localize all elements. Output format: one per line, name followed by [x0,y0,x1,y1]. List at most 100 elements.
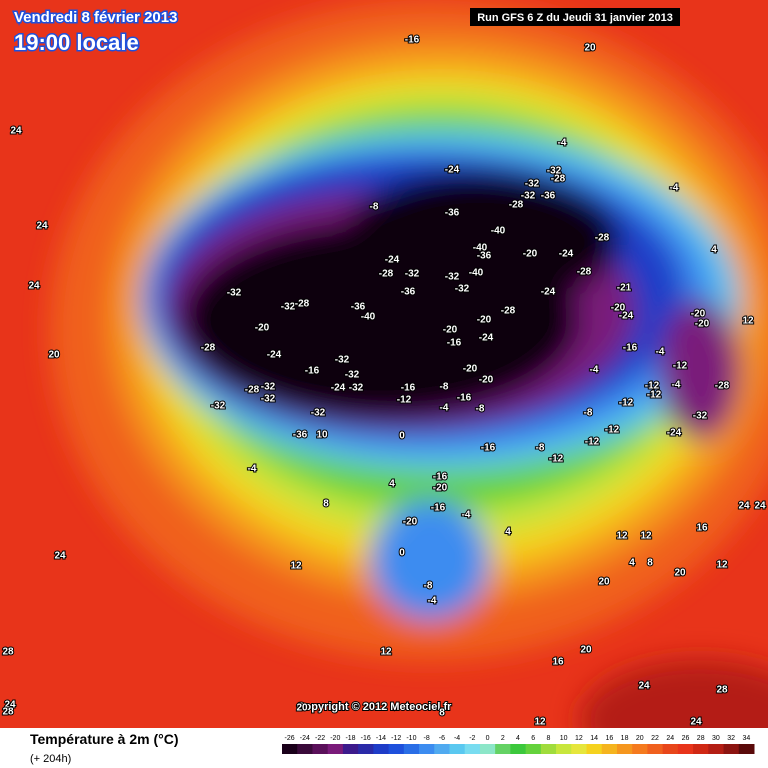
temperature-label: -24 [541,287,556,298]
colorbar-swatch [571,744,588,754]
temperature-label: -24 [267,350,282,361]
temperature-label: -28 [509,200,524,211]
colorbar-swatch [449,744,466,754]
colorbar-tick-label: 12 [575,735,583,742]
temperature-label: 20 [598,577,610,588]
zone [340,170,620,310]
temperature-label: -40 [361,312,376,323]
temperature-label: -28 [595,233,610,244]
temperature-label: -36 [541,191,556,202]
colorbar-tick-label: 2 [501,735,505,742]
temperature-label: -20 [477,315,492,326]
temperature-label: -32 [405,269,420,280]
temperature-label: 24 [690,717,702,728]
colorbar-swatch [723,744,740,754]
temperature-label: -32 [261,394,276,405]
colorbar-swatch [510,744,527,754]
colorbar-tick-label: -26 [285,735,295,742]
colorbar-swatch [312,744,329,754]
colorbar-tick-label: -20 [330,735,340,742]
temperature-label: -28 [551,174,566,185]
temperature-label: -16 [305,366,320,377]
temperature-label: 8 [323,499,329,510]
colorbar-tick-label: -16 [361,735,371,742]
temperature-label: -20 [463,364,478,375]
colorbar-tick-label: -18 [345,735,355,742]
temperature-label: -12 [673,361,688,372]
temperature-label: 4 [711,245,717,256]
temperature-label: -36 [445,208,460,219]
temperature-label: -24 [331,383,346,394]
colorbar-tick-label: 18 [621,735,629,742]
colorbar-tick-label: 24 [666,735,674,742]
colorbar-tick-label: 28 [697,735,705,742]
temperature-label: -12 [585,437,600,448]
colorbar-tick-label: 10 [560,735,568,742]
temperature-label: -16 [431,503,446,514]
temperature-label: 16 [696,523,708,534]
temperature-label: 0 [399,431,405,442]
colorbar-tick-label: 32 [727,735,735,742]
colorbar-swatch [495,744,511,754]
temperature-label: 28 [2,707,14,718]
temperature-label: -28 [295,299,310,310]
colorbar-tick-label: 14 [590,735,598,742]
temperature-label: -20 [523,249,538,260]
temperature-label: -40 [473,243,488,254]
temperature-label: -32 [455,284,470,295]
colorbar-tick-label: -12 [391,735,401,742]
temperature-label: -12 [605,425,620,436]
temperature-label: 24 [4,700,16,711]
colorbar-swatch [586,744,603,754]
temperature-label: 24 [36,221,48,232]
temperature-label: -32 [345,370,360,381]
map-labels: -1620242424202428241284-24-8-36-40-40-36… [1,34,767,729]
temperature-label: -32 [281,302,296,313]
colorbar-swatch [479,744,496,754]
temperature-label: -16 [623,343,638,354]
temperature-label: 20 [48,350,60,361]
temperature-label: 10 [316,430,328,441]
colorbar-swatch [282,744,298,754]
temperature-label: -21 [617,283,632,294]
temperature-label: -32 [693,411,708,422]
temperature-label: 28 [716,685,728,696]
temperature-label: -4 [590,365,599,376]
temperature-label: 4 [629,558,635,569]
temperature-label: -32 [261,382,276,393]
colorbar-swatch [327,744,344,754]
temperature-label: -12 [619,398,634,409]
temperature-label: 12 [616,531,628,542]
temperature-label: -24 [385,255,400,266]
colorbar-tick-label: 6 [531,735,535,742]
temperature-label: -32 [521,191,536,202]
temperature-label: -32 [445,272,460,283]
copyright: Copyright © 2012 Meteociel.fr [297,701,453,713]
temperature-label: -8 [584,408,593,419]
colorbar-swatch [693,744,709,754]
temperature-label: -40 [491,226,506,237]
colorbar-tick-label: -8 [424,735,430,742]
temperature-label: -12 [645,381,660,392]
temperature-label: -32 [349,383,364,394]
colorbar-tick-label: 22 [651,735,659,742]
temperature-label: -32 [211,401,226,412]
temperature-label: -16 [405,35,420,46]
colorbar-swatch [677,744,694,754]
temperature-label: 8 [647,558,653,569]
temperature-label: -16 [401,383,416,394]
temperature-label: 12 [716,560,728,571]
colorbar-swatch [373,744,390,754]
temperature-label: 20 [674,568,686,579]
run-box [470,8,680,26]
temperature-label: -4 [462,510,471,521]
colorbar-swatch [358,744,374,754]
colorbar-swatch [616,744,633,754]
temperature-label: -20 [403,517,418,528]
colorbar-tick-label: -4 [454,735,460,742]
temperature-label: 12 [640,531,652,542]
temperature-label: -16 [481,443,496,454]
temperature-label: -32 [227,288,242,299]
